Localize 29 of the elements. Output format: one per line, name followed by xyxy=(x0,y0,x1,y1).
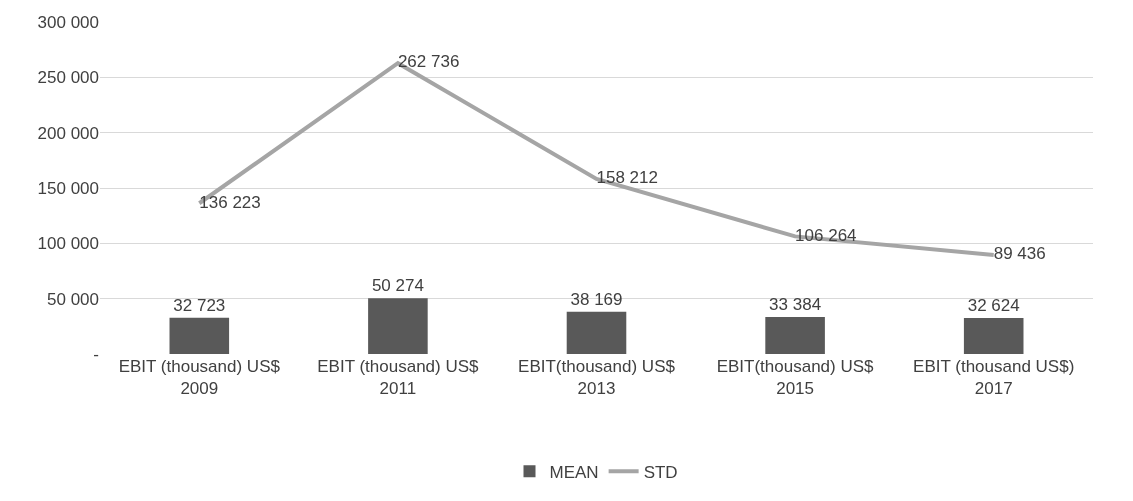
x-tick-label: EBIT (thousand US$) 2017 xyxy=(913,357,1075,399)
x-tick-label: EBIT (thousand) US$ 2011 xyxy=(317,357,480,399)
y-tick-label: 100 000 xyxy=(37,234,99,254)
y-tick-label: 250 000 xyxy=(37,68,99,88)
y-tick-label: 150 000 xyxy=(37,178,99,198)
data-label: 32 624 xyxy=(967,295,1020,315)
bar xyxy=(368,298,428,354)
data-label: 38 169 xyxy=(570,289,623,309)
x-tick-label: EBIT(thousand) US$ 2013 xyxy=(518,357,676,399)
bar xyxy=(169,317,230,354)
bar xyxy=(765,317,825,354)
x-tick-label: EBIT (thousand) US$ 2009 xyxy=(118,357,281,399)
data-label: 33 384 xyxy=(769,295,822,315)
data-label: 136 223 xyxy=(199,192,261,212)
y-tick-label: 200 000 xyxy=(37,123,99,143)
legend-label: MEAN xyxy=(549,462,599,482)
bar xyxy=(963,317,1024,354)
legend-label: STD xyxy=(643,462,678,482)
y-tick-label: 50 000 xyxy=(47,289,99,309)
bar xyxy=(566,311,627,354)
y-tick-label: - xyxy=(93,344,99,364)
data-label: 32 723 xyxy=(173,295,226,315)
y-tick-label: 300 000 xyxy=(37,12,99,32)
data-label: 262 736 xyxy=(397,52,460,72)
data-label: 106 264 xyxy=(795,225,857,245)
data-label: 50 274 xyxy=(371,276,424,296)
data-label: 89 436 xyxy=(993,244,1046,264)
x-tick-label: EBIT(thousand) US$ 2015 xyxy=(716,357,875,399)
data-label: 158 212 xyxy=(596,168,658,188)
